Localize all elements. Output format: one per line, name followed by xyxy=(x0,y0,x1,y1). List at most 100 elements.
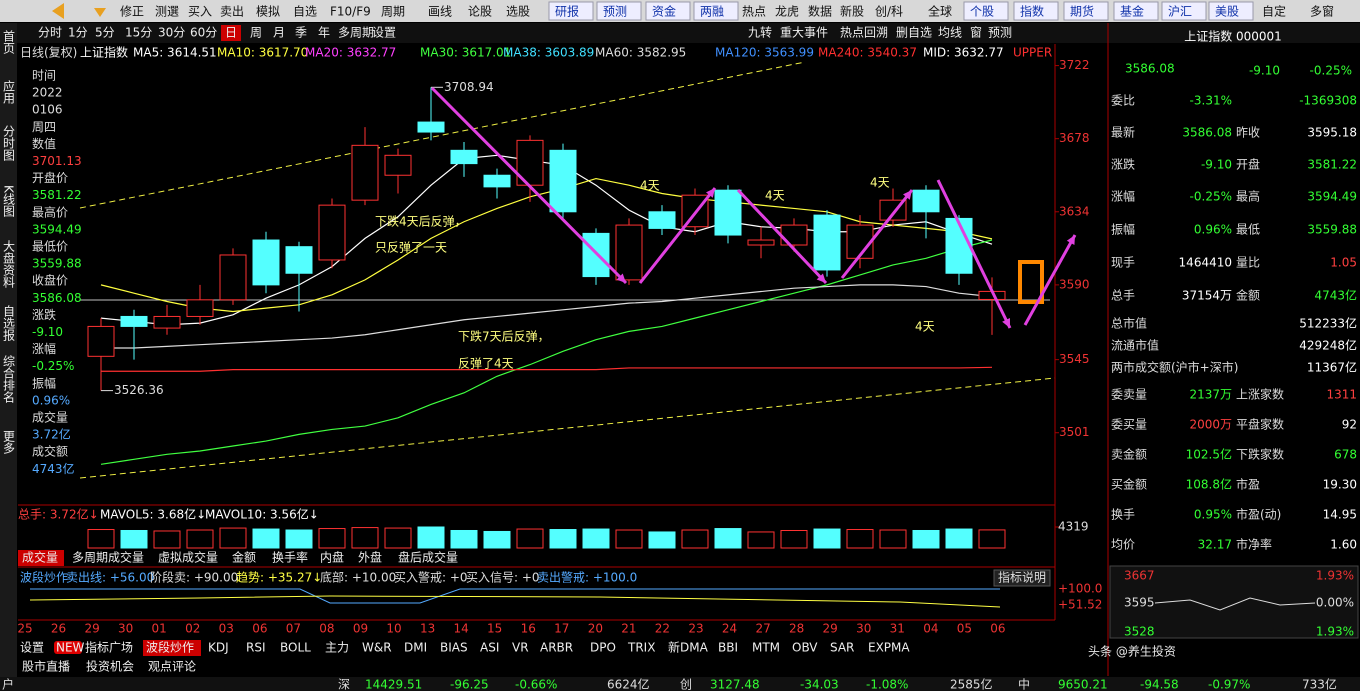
toolbar-button[interactable]: F10/F9 xyxy=(330,5,371,19)
volume-tab[interactable]: 外盘 xyxy=(358,550,382,565)
indicator-tab[interactable]: OBV xyxy=(792,641,818,655)
ticker-item: 3127.48 xyxy=(710,678,760,691)
indicator-tab[interactable]: ASI xyxy=(480,641,499,655)
info-item: 3581.22 xyxy=(32,188,82,202)
toolbar-button[interactable]: 模拟 xyxy=(256,5,280,19)
indicator-tab[interactable]: KDJ xyxy=(208,641,229,655)
indicator-tab[interactable]: TRIX xyxy=(627,641,655,655)
volume-tab[interactable]: 内盘 xyxy=(320,550,344,565)
indicator-tab[interactable]: 主力 xyxy=(325,641,349,655)
period-tab[interactable]: 分时 xyxy=(38,26,62,40)
toolbar-button[interactable]: 美股 xyxy=(1215,5,1239,19)
volume-tab[interactable]: 成交量 xyxy=(22,550,58,565)
period-tab[interactable]: 月 xyxy=(273,26,285,40)
toolbar-button[interactable]: 基金 xyxy=(1120,4,1144,19)
toolbar-button[interactable]: 两融 xyxy=(700,5,724,19)
toolbar-button[interactable]: 周期 xyxy=(381,5,405,19)
toolbar-button[interactable]: 个股 xyxy=(970,5,994,19)
chart-tool[interactable]: 均线 xyxy=(938,26,962,40)
quote-label: 开盘 xyxy=(1236,157,1260,172)
toolbar-button[interactable]: 资金 xyxy=(652,4,676,19)
toolbar-button[interactable]: 新股 xyxy=(840,4,864,19)
indicator-tab[interactable]: VR xyxy=(512,641,529,655)
volume-tab[interactable]: 盘后成交量 xyxy=(398,550,458,565)
period-tab[interactable]: 30分 xyxy=(158,26,185,40)
indicator-tab[interactable]: BOLL xyxy=(280,641,311,655)
period-tab[interactable]: 周 xyxy=(250,26,262,40)
indicator-tab[interactable]: BBI xyxy=(718,641,738,655)
ticker-item: 户 xyxy=(2,677,14,691)
bottom-tab[interactable]: 观点评论 xyxy=(148,660,196,674)
toolbar-button[interactable]: 论股 xyxy=(468,5,492,19)
toolbar-button[interactable]: 自选 xyxy=(293,5,317,19)
indicator-tab[interactable]: 波段炒作 xyxy=(146,640,194,655)
indicator-tab[interactable]: DMI xyxy=(404,641,427,655)
indicator-tab[interactable]: MTM xyxy=(752,641,780,655)
period-tab[interactable]: 1分 xyxy=(68,26,88,40)
toolbar-button[interactable]: 沪汇 xyxy=(1168,5,1192,19)
toolbar-button[interactable]: 热点 xyxy=(742,5,766,19)
toolbar-button[interactable]: 测選 xyxy=(155,5,179,19)
toolbar-button[interactable]: 指数 xyxy=(1020,4,1044,19)
period-tab[interactable]: 60分 xyxy=(190,26,217,40)
toolbar-button[interactable]: 数据 xyxy=(808,4,832,19)
side-tab[interactable]: 自选报 xyxy=(2,305,16,342)
period-tab[interactable]: 多周期 xyxy=(338,26,374,40)
side-tab[interactable]: K线图 xyxy=(2,185,16,217)
candle-body xyxy=(945,217,973,274)
x-tick-label: 14 xyxy=(454,622,469,636)
period-tab[interactable]: 年 xyxy=(318,26,330,40)
volume-tab[interactable]: 金额 xyxy=(232,550,256,565)
indicator-tab[interactable]: BIAS xyxy=(440,641,468,655)
bottom-tab[interactable]: 股市直播 xyxy=(22,659,70,674)
side-tab[interactable]: 分时图 xyxy=(2,125,16,161)
side-tab[interactable]: 首页 xyxy=(2,30,16,55)
toolbar-button[interactable]: 预测 xyxy=(603,5,627,19)
toolbar-button[interactable]: 龙虎 xyxy=(775,5,799,19)
toolbar-button[interactable]: 买入 xyxy=(188,5,212,19)
period-tab[interactable]: 5分 xyxy=(95,26,115,40)
toolbar-button[interactable]: 自定 xyxy=(1262,4,1286,19)
toolbar-button[interactable]: 研报 xyxy=(555,4,579,19)
toolbar-button[interactable]: 选股 xyxy=(506,5,530,19)
side-tab[interactable]: 综合排名 xyxy=(2,355,16,403)
chart-tool[interactable]: 删自选 xyxy=(896,26,932,40)
indicator-tab[interactable]: SAR xyxy=(830,641,854,655)
chart-tool[interactable]: 热点回溯 xyxy=(840,25,888,40)
toolbar-button[interactable]: 多窗 xyxy=(1310,5,1334,19)
indicator-tab[interactable]: 设置 xyxy=(20,641,44,655)
toolbar-button[interactable]: 修正 xyxy=(120,4,144,19)
indicator-tab[interactable]: DPO xyxy=(590,641,616,655)
quote-value: 92 xyxy=(1342,418,1357,432)
volume-tab[interactable]: 多周期成交量 xyxy=(72,550,144,565)
indicator-tab[interactable]: RSI xyxy=(246,641,266,655)
chart-tool[interactable]: 重大事件 xyxy=(780,26,828,40)
side-tab[interactable]: 大盘资料 xyxy=(2,240,16,288)
indicator-tab[interactable]: 新DMA xyxy=(668,640,709,655)
period-tab[interactable]: 15分 xyxy=(125,26,152,40)
indicator-tab[interactable]: W&R xyxy=(362,641,392,655)
toolbar-button[interactable]: 画线 xyxy=(428,5,452,19)
indicator-tab[interactable]: NEW xyxy=(56,641,85,655)
indicator-tab[interactable]: 指标广场 xyxy=(85,640,133,655)
volume-tab[interactable]: 换手率 xyxy=(272,550,308,565)
bottom-tab[interactable]: 投资机会 xyxy=(86,659,134,674)
toolbar-button[interactable]: 创/科 xyxy=(875,5,903,19)
toolbar-button[interactable]: 全球 xyxy=(928,4,952,19)
period-tab[interactable]: 日 xyxy=(225,26,237,40)
chart-tool[interactable]: 九转 xyxy=(748,25,772,40)
indicator-tab[interactable]: ARBR xyxy=(540,641,573,655)
chart-tool[interactable]: 窗 xyxy=(970,26,982,40)
toolbar-button[interactable]: 期货 xyxy=(1070,4,1094,19)
period-tab[interactable]: 设置 xyxy=(372,26,396,40)
period-tab[interactable]: 季 xyxy=(295,26,307,40)
y-tick-label: 3501 xyxy=(1059,425,1090,439)
chart-tool[interactable]: 预测 xyxy=(988,26,1012,40)
help-button[interactable]: 指标说明 xyxy=(998,570,1046,585)
side-tab[interactable]: 应用 xyxy=(2,79,16,105)
volume-tab[interactable]: 虚拟成交量 xyxy=(158,550,218,565)
side-tab[interactable]: 更多 xyxy=(2,430,16,455)
indicator-tab[interactable]: EXPMA xyxy=(868,641,910,655)
toolbar-button[interactable]: 卖出 xyxy=(220,5,244,19)
info-item: 0106 xyxy=(32,103,63,117)
